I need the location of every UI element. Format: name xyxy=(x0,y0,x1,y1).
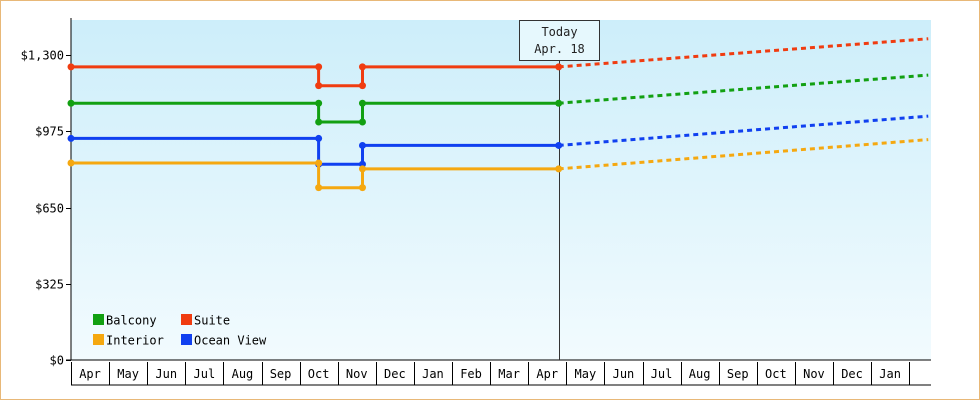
y-tick-label: $325 xyxy=(35,278,64,292)
data-point xyxy=(67,134,75,142)
data-point xyxy=(358,165,366,173)
data-point xyxy=(315,118,323,126)
legend-item-suite: Suite xyxy=(181,314,230,328)
x-tick-label: Nov xyxy=(346,367,368,381)
x-tick-label: Dec xyxy=(841,367,863,381)
today-date: Apr. 18 xyxy=(534,42,585,56)
x-tick-label: Apr xyxy=(79,367,101,381)
legend-label: Suite xyxy=(194,314,230,328)
data-point xyxy=(315,99,323,107)
x-tick-label: Oct xyxy=(308,367,330,381)
legend-label: Ocean View xyxy=(194,334,267,348)
today-box xyxy=(519,20,600,61)
y-tick-label: $0 xyxy=(50,354,64,368)
x-tick-label: May xyxy=(117,367,139,381)
data-point xyxy=(358,141,366,149)
data-point xyxy=(315,82,323,90)
x-tick-label: Aug xyxy=(689,367,711,381)
today-label: Today xyxy=(541,25,577,39)
x-tick-label: Feb xyxy=(460,367,482,381)
data-point xyxy=(555,165,563,173)
data-point xyxy=(67,99,75,107)
y-tick-label: $650 xyxy=(35,202,64,216)
x-tick-label: Jul xyxy=(651,367,673,381)
legend-label: Balcony xyxy=(106,314,157,328)
data-point xyxy=(555,99,563,107)
legend-item-interior: Interior xyxy=(93,334,164,348)
x-tick-label: Jun xyxy=(613,367,635,381)
x-tick-label: Oct xyxy=(765,367,787,381)
series-interior xyxy=(67,138,929,192)
series-projection-balcony xyxy=(558,73,929,105)
series-projection-suite xyxy=(558,37,929,69)
data-point xyxy=(358,118,366,126)
series-line-interior xyxy=(71,161,559,190)
y-tick-label: $975 xyxy=(35,125,64,139)
x-tick-label: Sep xyxy=(727,367,749,381)
data-point xyxy=(358,82,366,90)
series-suite xyxy=(67,37,929,90)
data-point xyxy=(315,184,323,192)
series-projection-ocean-view xyxy=(558,114,929,147)
x-tick-label: Dec xyxy=(384,367,406,381)
x-tick-label: Apr xyxy=(536,367,558,381)
series-projection-interior xyxy=(558,138,929,171)
data-point xyxy=(555,63,563,71)
series-line-balcony xyxy=(71,101,559,124)
legend-item-ocean-view: Ocean View xyxy=(181,334,267,348)
x-tick-label: Jan xyxy=(879,367,901,381)
legend-label: Interior xyxy=(106,334,164,348)
series-balcony xyxy=(67,73,929,126)
legend-swatch xyxy=(181,314,192,325)
series-line-ocean-view xyxy=(71,136,559,166)
legend-swatch xyxy=(181,334,192,345)
x-tick-label: May xyxy=(575,367,597,381)
data-point xyxy=(555,141,563,149)
data-point xyxy=(358,99,366,107)
legend-swatch xyxy=(93,314,104,325)
x-tick-label: Sep xyxy=(270,367,292,381)
data-point xyxy=(315,63,323,71)
data-point xyxy=(358,184,366,192)
x-tick-label: Nov xyxy=(803,367,825,381)
series-line-suite xyxy=(71,65,559,88)
data-point xyxy=(315,134,323,142)
x-tick-label: Jun xyxy=(155,367,177,381)
legend-swatch xyxy=(93,334,104,345)
x-tick-label: Mar xyxy=(498,367,520,381)
x-tick-label: Jul xyxy=(194,367,216,381)
legend-item-balcony: Balcony xyxy=(93,314,157,328)
data-point xyxy=(67,63,75,71)
plot-background xyxy=(71,20,931,360)
x-tick-label: Jan xyxy=(422,367,444,381)
x-tick-label: Aug xyxy=(232,367,254,381)
data-point xyxy=(358,63,366,71)
y-tick-label: $1,300 xyxy=(21,49,64,63)
data-point xyxy=(67,159,75,167)
data-point xyxy=(315,159,323,167)
